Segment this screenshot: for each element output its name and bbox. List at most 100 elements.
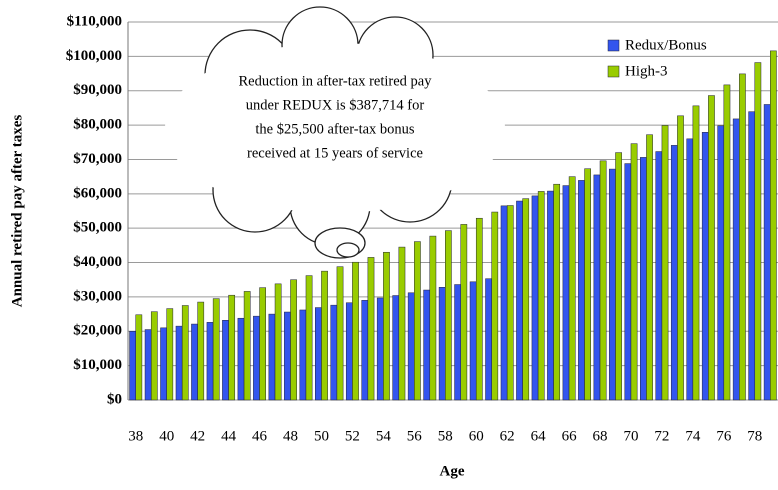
x-tick-label: 76 bbox=[716, 428, 732, 444]
bar bbox=[770, 50, 777, 401]
x-tick-label: 60 bbox=[469, 428, 484, 444]
bar bbox=[253, 315, 260, 401]
bar bbox=[305, 275, 313, 401]
bar bbox=[537, 191, 545, 401]
bar bbox=[243, 291, 251, 401]
bar bbox=[228, 294, 236, 401]
bar bbox=[584, 168, 591, 401]
bar bbox=[129, 331, 136, 401]
bar bbox=[522, 198, 530, 401]
legend-swatch bbox=[607, 65, 620, 78]
bar bbox=[429, 235, 437, 401]
bar bbox=[599, 160, 607, 401]
bar bbox=[336, 266, 344, 401]
bar bbox=[197, 301, 205, 401]
x-tick-label: 58 bbox=[438, 428, 453, 444]
bar bbox=[491, 211, 499, 401]
bar bbox=[516, 200, 523, 401]
annotation: Reduction in after-tax retired pay bbox=[239, 73, 433, 89]
plot-area bbox=[127, 21, 778, 401]
bar bbox=[670, 145, 678, 401]
bar bbox=[500, 205, 508, 401]
x-tick-label: 40 bbox=[159, 428, 174, 444]
x-tick-label: 70 bbox=[623, 428, 638, 444]
bar bbox=[553, 183, 561, 401]
bar bbox=[708, 95, 715, 401]
x-tick-label: 66 bbox=[562, 428, 578, 444]
bar bbox=[321, 270, 328, 401]
bar bbox=[315, 307, 322, 401]
annotation: the $25,500 after-tax bonus bbox=[255, 121, 415, 137]
bar bbox=[646, 134, 653, 401]
bar bbox=[739, 73, 746, 401]
bar bbox=[135, 314, 143, 401]
bar bbox=[445, 230, 452, 401]
y-tick-label: $60,000 bbox=[73, 185, 122, 201]
y-tick-label: $20,000 bbox=[73, 323, 122, 339]
bar bbox=[259, 287, 266, 401]
callout-cloud bbox=[165, 6, 505, 259]
y-axis-title: Annual retired pay after taxes bbox=[9, 115, 25, 308]
bar bbox=[485, 278, 492, 401]
bar bbox=[237, 317, 245, 401]
bar bbox=[754, 62, 762, 401]
x-tick-label: 46 bbox=[252, 428, 268, 444]
bar bbox=[181, 305, 189, 401]
bar bbox=[531, 195, 539, 401]
bar bbox=[723, 84, 731, 401]
x-tick-label: 78 bbox=[747, 428, 762, 444]
bar bbox=[398, 246, 406, 401]
legend-swatch bbox=[607, 39, 620, 52]
bar bbox=[299, 309, 307, 401]
bar bbox=[701, 132, 709, 401]
bar bbox=[367, 257, 375, 401]
bar bbox=[352, 261, 359, 401]
y-tick-label: $110,000 bbox=[67, 13, 122, 29]
bar bbox=[376, 297, 384, 401]
bar bbox=[290, 279, 297, 401]
x-tick-label: 44 bbox=[221, 428, 237, 444]
x-tick-label: 62 bbox=[500, 428, 515, 444]
bar bbox=[166, 308, 174, 401]
bar bbox=[615, 152, 622, 401]
bar bbox=[748, 111, 756, 401]
bar bbox=[175, 325, 183, 401]
bar bbox=[206, 322, 214, 401]
x-tick-label: 64 bbox=[531, 428, 547, 444]
bar bbox=[345, 302, 353, 401]
bar bbox=[677, 115, 684, 401]
x-tick-label: 52 bbox=[345, 428, 360, 444]
bar bbox=[562, 185, 570, 401]
bar bbox=[640, 157, 647, 401]
y-tick-label: $40,000 bbox=[73, 254, 122, 270]
bar bbox=[609, 168, 616, 401]
bar bbox=[578, 180, 585, 401]
bar bbox=[330, 304, 338, 401]
bar bbox=[150, 311, 158, 401]
x-tick-label: 42 bbox=[190, 428, 205, 444]
bar bbox=[407, 292, 415, 401]
x-axis-title: Age bbox=[440, 463, 465, 479]
bar bbox=[414, 241, 421, 401]
bar bbox=[274, 283, 282, 401]
annotation: received at 15 years of service bbox=[247, 145, 423, 161]
bar bbox=[383, 251, 390, 401]
bar bbox=[268, 313, 276, 401]
bar bbox=[361, 300, 369, 401]
bar bbox=[692, 105, 700, 401]
x-tick-label: 38 bbox=[128, 428, 143, 444]
x-tick-label: 74 bbox=[685, 428, 701, 444]
bar bbox=[144, 329, 152, 401]
legend: Redux/Bonus High-3 bbox=[607, 37, 707, 79]
bar bbox=[454, 284, 461, 401]
x-tick-label: 48 bbox=[283, 428, 298, 444]
legend-label: Redux/Bonus bbox=[625, 37, 707, 53]
bar bbox=[160, 327, 167, 401]
y-tick-label: $70,000 bbox=[73, 151, 122, 167]
bar bbox=[438, 287, 446, 401]
bar bbox=[284, 311, 291, 401]
y-tick-label: $100,000 bbox=[66, 48, 122, 64]
bar bbox=[547, 190, 554, 401]
bar bbox=[655, 151, 663, 401]
